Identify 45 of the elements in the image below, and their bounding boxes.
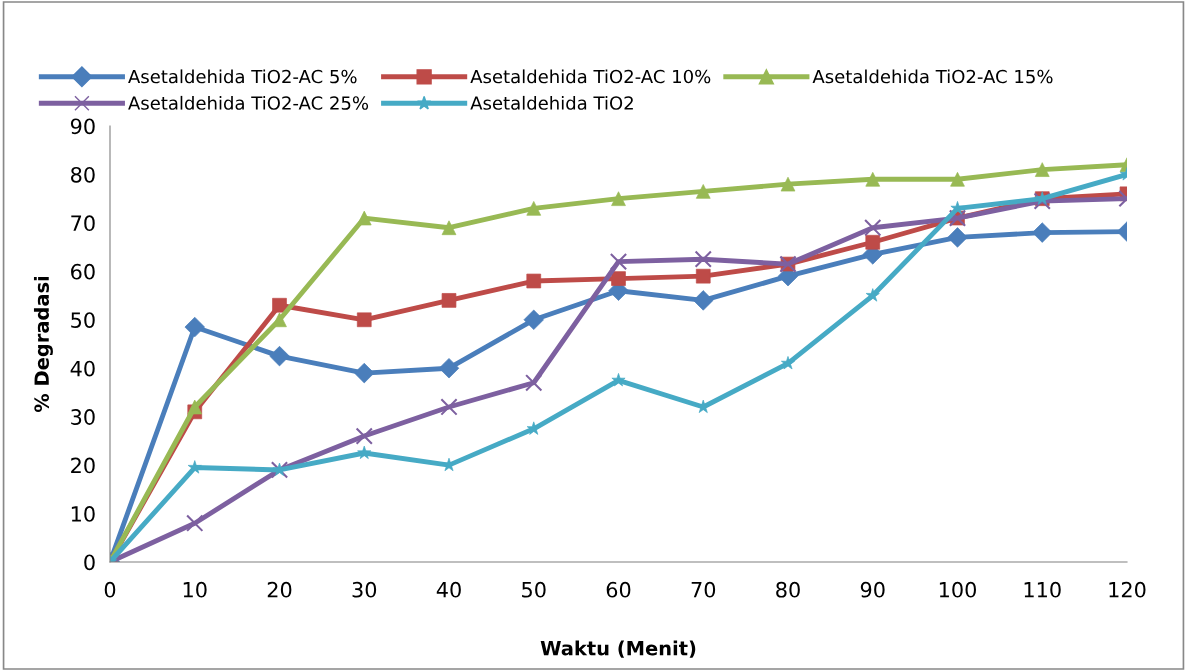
legend-label: Asetaldehida TiO2 <box>470 95 633 110</box>
y-axis-title: % Degradasi <box>33 276 53 413</box>
y-tick-label: 10 <box>71 506 95 522</box>
y-tick-label: 60 <box>71 263 95 280</box>
point <box>523 309 544 330</box>
point <box>1032 222 1053 243</box>
y-tick-label: 0 <box>84 554 95 571</box>
point <box>440 398 458 416</box>
legend-label: Asetaldehida TiO2-AC 25% <box>128 95 369 110</box>
x-tick-label: 30 <box>352 581 377 598</box>
x-tick-label: 120 <box>1109 581 1146 598</box>
x-tick-label: 40 <box>436 581 461 598</box>
point <box>609 252 628 271</box>
point <box>526 273 542 289</box>
x-tick-label: 60 <box>606 581 631 598</box>
x-tick-label: 50 <box>522 581 546 598</box>
x-tick-label: 0 <box>104 581 116 598</box>
y-tick-label: 20 <box>71 457 95 474</box>
point <box>438 358 460 379</box>
legend-label: Asetaldehida TiO2-AC 5% <box>128 69 357 84</box>
point <box>525 374 543 392</box>
x-tick-label: 10 <box>183 581 207 598</box>
y-tick-label: 70 <box>71 215 95 232</box>
legend-label: Asetaldehida TiO2-AC 15% <box>812 69 1053 84</box>
x-tick-label: 110 <box>1024 581 1061 598</box>
point <box>186 514 204 532</box>
point <box>184 316 205 338</box>
legend-label: Asetaldehida TiO2-AC 10% <box>470 69 711 84</box>
point <box>269 345 290 367</box>
point <box>694 250 712 268</box>
x-tick-label: 20 <box>267 581 292 598</box>
point <box>864 219 882 237</box>
x-tick-label: 70 <box>691 581 716 598</box>
point <box>356 312 372 328</box>
point <box>1033 192 1051 210</box>
point <box>355 427 373 445</box>
x-axis-title: Waktu (Menit) <box>540 640 696 658</box>
y-tick-label: 40 <box>70 360 95 377</box>
x-tick-label: 100 <box>939 581 976 598</box>
y-tick-label: 80 <box>71 166 95 183</box>
y-tick-label: 50 <box>71 312 95 328</box>
y-tick-label: 30 <box>71 409 95 425</box>
y-tick-label: 90 <box>70 118 95 135</box>
x-tick-label: 80 <box>776 581 800 598</box>
x-tick-label: 90 <box>860 581 885 598</box>
